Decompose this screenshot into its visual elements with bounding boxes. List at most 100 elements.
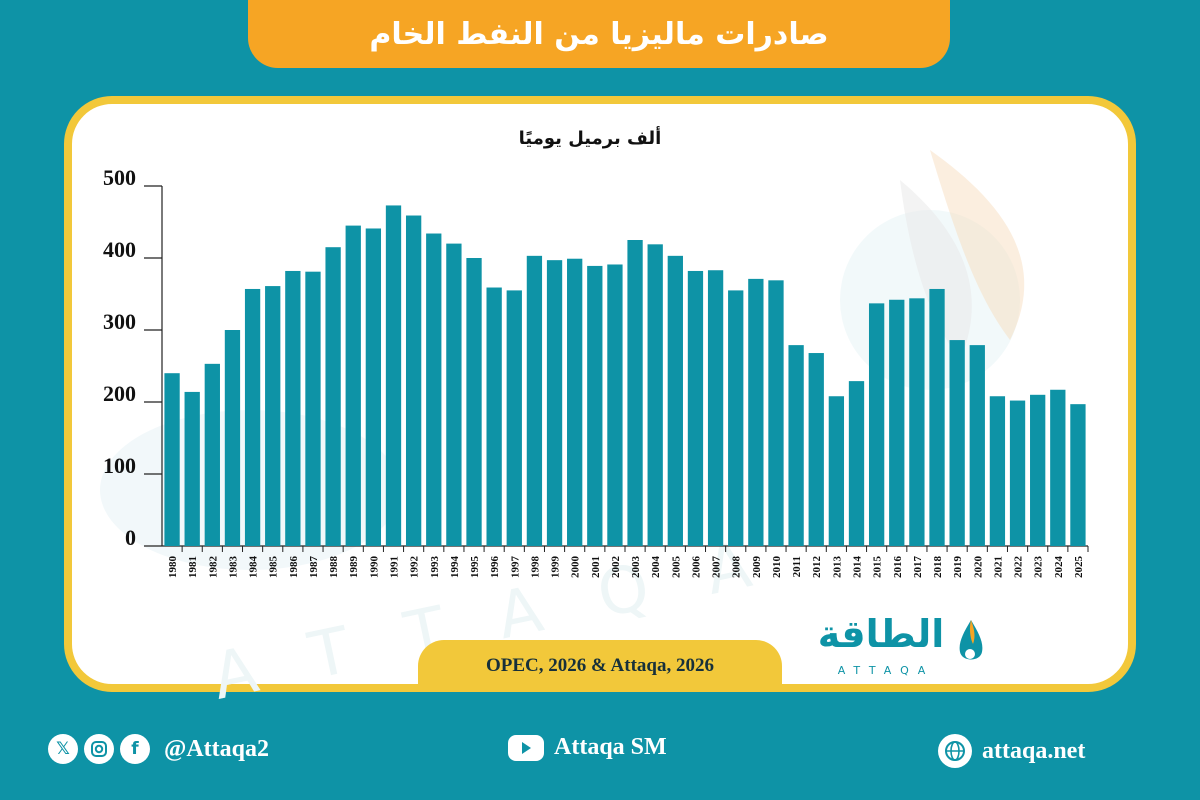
bar xyxy=(667,255,683,546)
bar xyxy=(385,205,402,546)
bar xyxy=(1009,400,1026,546)
x-tick-label: 1998 xyxy=(529,556,541,579)
x-tick-label: 2004 xyxy=(650,556,662,579)
bar xyxy=(728,290,744,546)
x-tick-label: 2001 xyxy=(590,556,602,578)
source-banner: OPEC, 2026 & Attaqa, 2026 xyxy=(418,640,782,692)
bar xyxy=(526,255,543,546)
globe-icon xyxy=(938,734,972,768)
bar xyxy=(244,288,261,546)
x-tick-label: 1987 xyxy=(308,556,320,579)
website-url: attaqa.net xyxy=(982,737,1086,764)
x-tick-label: 2002 xyxy=(610,556,622,579)
y-tick-label: 100 xyxy=(103,453,136,478)
bar xyxy=(929,288,945,546)
y-tick-label: 0 xyxy=(125,525,136,550)
x-tick-label: 1990 xyxy=(368,556,380,579)
bar xyxy=(184,391,200,546)
logo-drop-icon xyxy=(959,620,983,660)
x-tick-label: 1991 xyxy=(389,556,401,578)
youtube-channel: Attaqa SM xyxy=(554,734,667,760)
x-tick-label: 2009 xyxy=(751,556,763,579)
bar xyxy=(466,258,482,546)
youtube-link[interactable]: Attaqa SM xyxy=(508,734,667,761)
bar xyxy=(587,265,603,546)
x-tick-label: 1995 xyxy=(469,556,481,579)
bar xyxy=(325,247,341,546)
bar xyxy=(1050,389,1066,546)
facebook-icon[interactable]: f xyxy=(120,734,150,764)
bar xyxy=(305,271,321,546)
x-tick-label: 2010 xyxy=(771,556,783,579)
x-tick-label: 2020 xyxy=(972,556,984,579)
x-tick-label: 2007 xyxy=(711,556,723,579)
bar xyxy=(426,233,442,546)
bar xyxy=(224,330,241,546)
x-tick-label: 1994 xyxy=(449,556,461,579)
x-tick-label: 2011 xyxy=(791,556,803,577)
bar xyxy=(365,228,382,547)
x-tick-label: 2006 xyxy=(690,556,702,579)
y-tick-label: 300 xyxy=(103,309,136,334)
unit-label: ألف برميل يوميًا xyxy=(518,128,662,149)
x-tick-label: 1997 xyxy=(509,556,521,579)
bar xyxy=(788,345,804,546)
x-tick-label: 2008 xyxy=(731,556,743,579)
x-tick-label: 2018 xyxy=(932,556,944,579)
x-tick-label: 2013 xyxy=(831,556,843,579)
bar xyxy=(848,381,865,546)
x-tick-label: 2021 xyxy=(992,556,1004,578)
bar xyxy=(546,260,563,546)
y-tick-label: 500 xyxy=(103,165,136,190)
x-tick-label: 2015 xyxy=(872,556,884,579)
bar xyxy=(969,345,985,546)
bar xyxy=(989,396,1006,546)
bar xyxy=(506,290,522,546)
bar xyxy=(1070,404,1086,546)
social-links: 𝕏 f @Attaqa2 xyxy=(48,734,269,764)
bar xyxy=(1030,394,1046,546)
bar xyxy=(748,278,764,546)
social-handle[interactable]: @Attaqa2 xyxy=(164,735,269,762)
bar xyxy=(607,264,623,546)
x-tick-label: 1989 xyxy=(348,556,360,579)
x-tick-label: 2003 xyxy=(630,556,642,579)
bar xyxy=(164,373,180,546)
bar xyxy=(868,303,885,546)
instagram-icon[interactable] xyxy=(84,734,114,764)
bar xyxy=(768,280,784,546)
bar xyxy=(204,363,220,546)
y-tick-label: 400 xyxy=(103,237,136,262)
x-tick-label: 1992 xyxy=(409,556,421,579)
x-tick-label: 2023 xyxy=(1033,556,1045,579)
x-tick-label: 2012 xyxy=(811,556,823,579)
attaqa-logo: الطاقة ATTAQA xyxy=(806,612,996,688)
bar xyxy=(808,353,824,546)
x-tick-label: 2014 xyxy=(852,556,864,579)
x-tick-label: 1999 xyxy=(550,556,562,579)
youtube-icon xyxy=(508,734,544,761)
x-tick-label: 1981 xyxy=(187,556,199,578)
x-tick-label: 2016 xyxy=(892,556,904,579)
x-tick-label: 1982 xyxy=(207,556,219,579)
x-tick-label: 1980 xyxy=(167,556,179,579)
x-tick-label: 1986 xyxy=(288,556,300,579)
website-link[interactable]: attaqa.net xyxy=(938,734,1085,768)
x-tick-label: 1983 xyxy=(227,556,239,579)
x-tick-label: 1993 xyxy=(429,556,441,579)
bar xyxy=(647,244,663,546)
bar xyxy=(687,270,704,546)
x-icon[interactable]: 𝕏 xyxy=(48,734,78,764)
x-tick-label: 2022 xyxy=(1013,556,1025,579)
bar xyxy=(567,258,583,546)
bar xyxy=(265,286,281,546)
bar xyxy=(627,240,643,546)
logo-arabic: الطاقة xyxy=(817,612,945,656)
bar xyxy=(285,270,301,546)
source-text: OPEC, 2026 & Attaqa, 2026 xyxy=(486,655,714,676)
chart-title: صادرات ماليزيا من النفط الخام xyxy=(369,16,829,52)
y-tick-label: 200 xyxy=(103,381,136,406)
x-tick-label: 1984 xyxy=(248,556,260,579)
x-tick-label: 2017 xyxy=(912,556,924,579)
x-tick-label: 1988 xyxy=(328,556,340,579)
